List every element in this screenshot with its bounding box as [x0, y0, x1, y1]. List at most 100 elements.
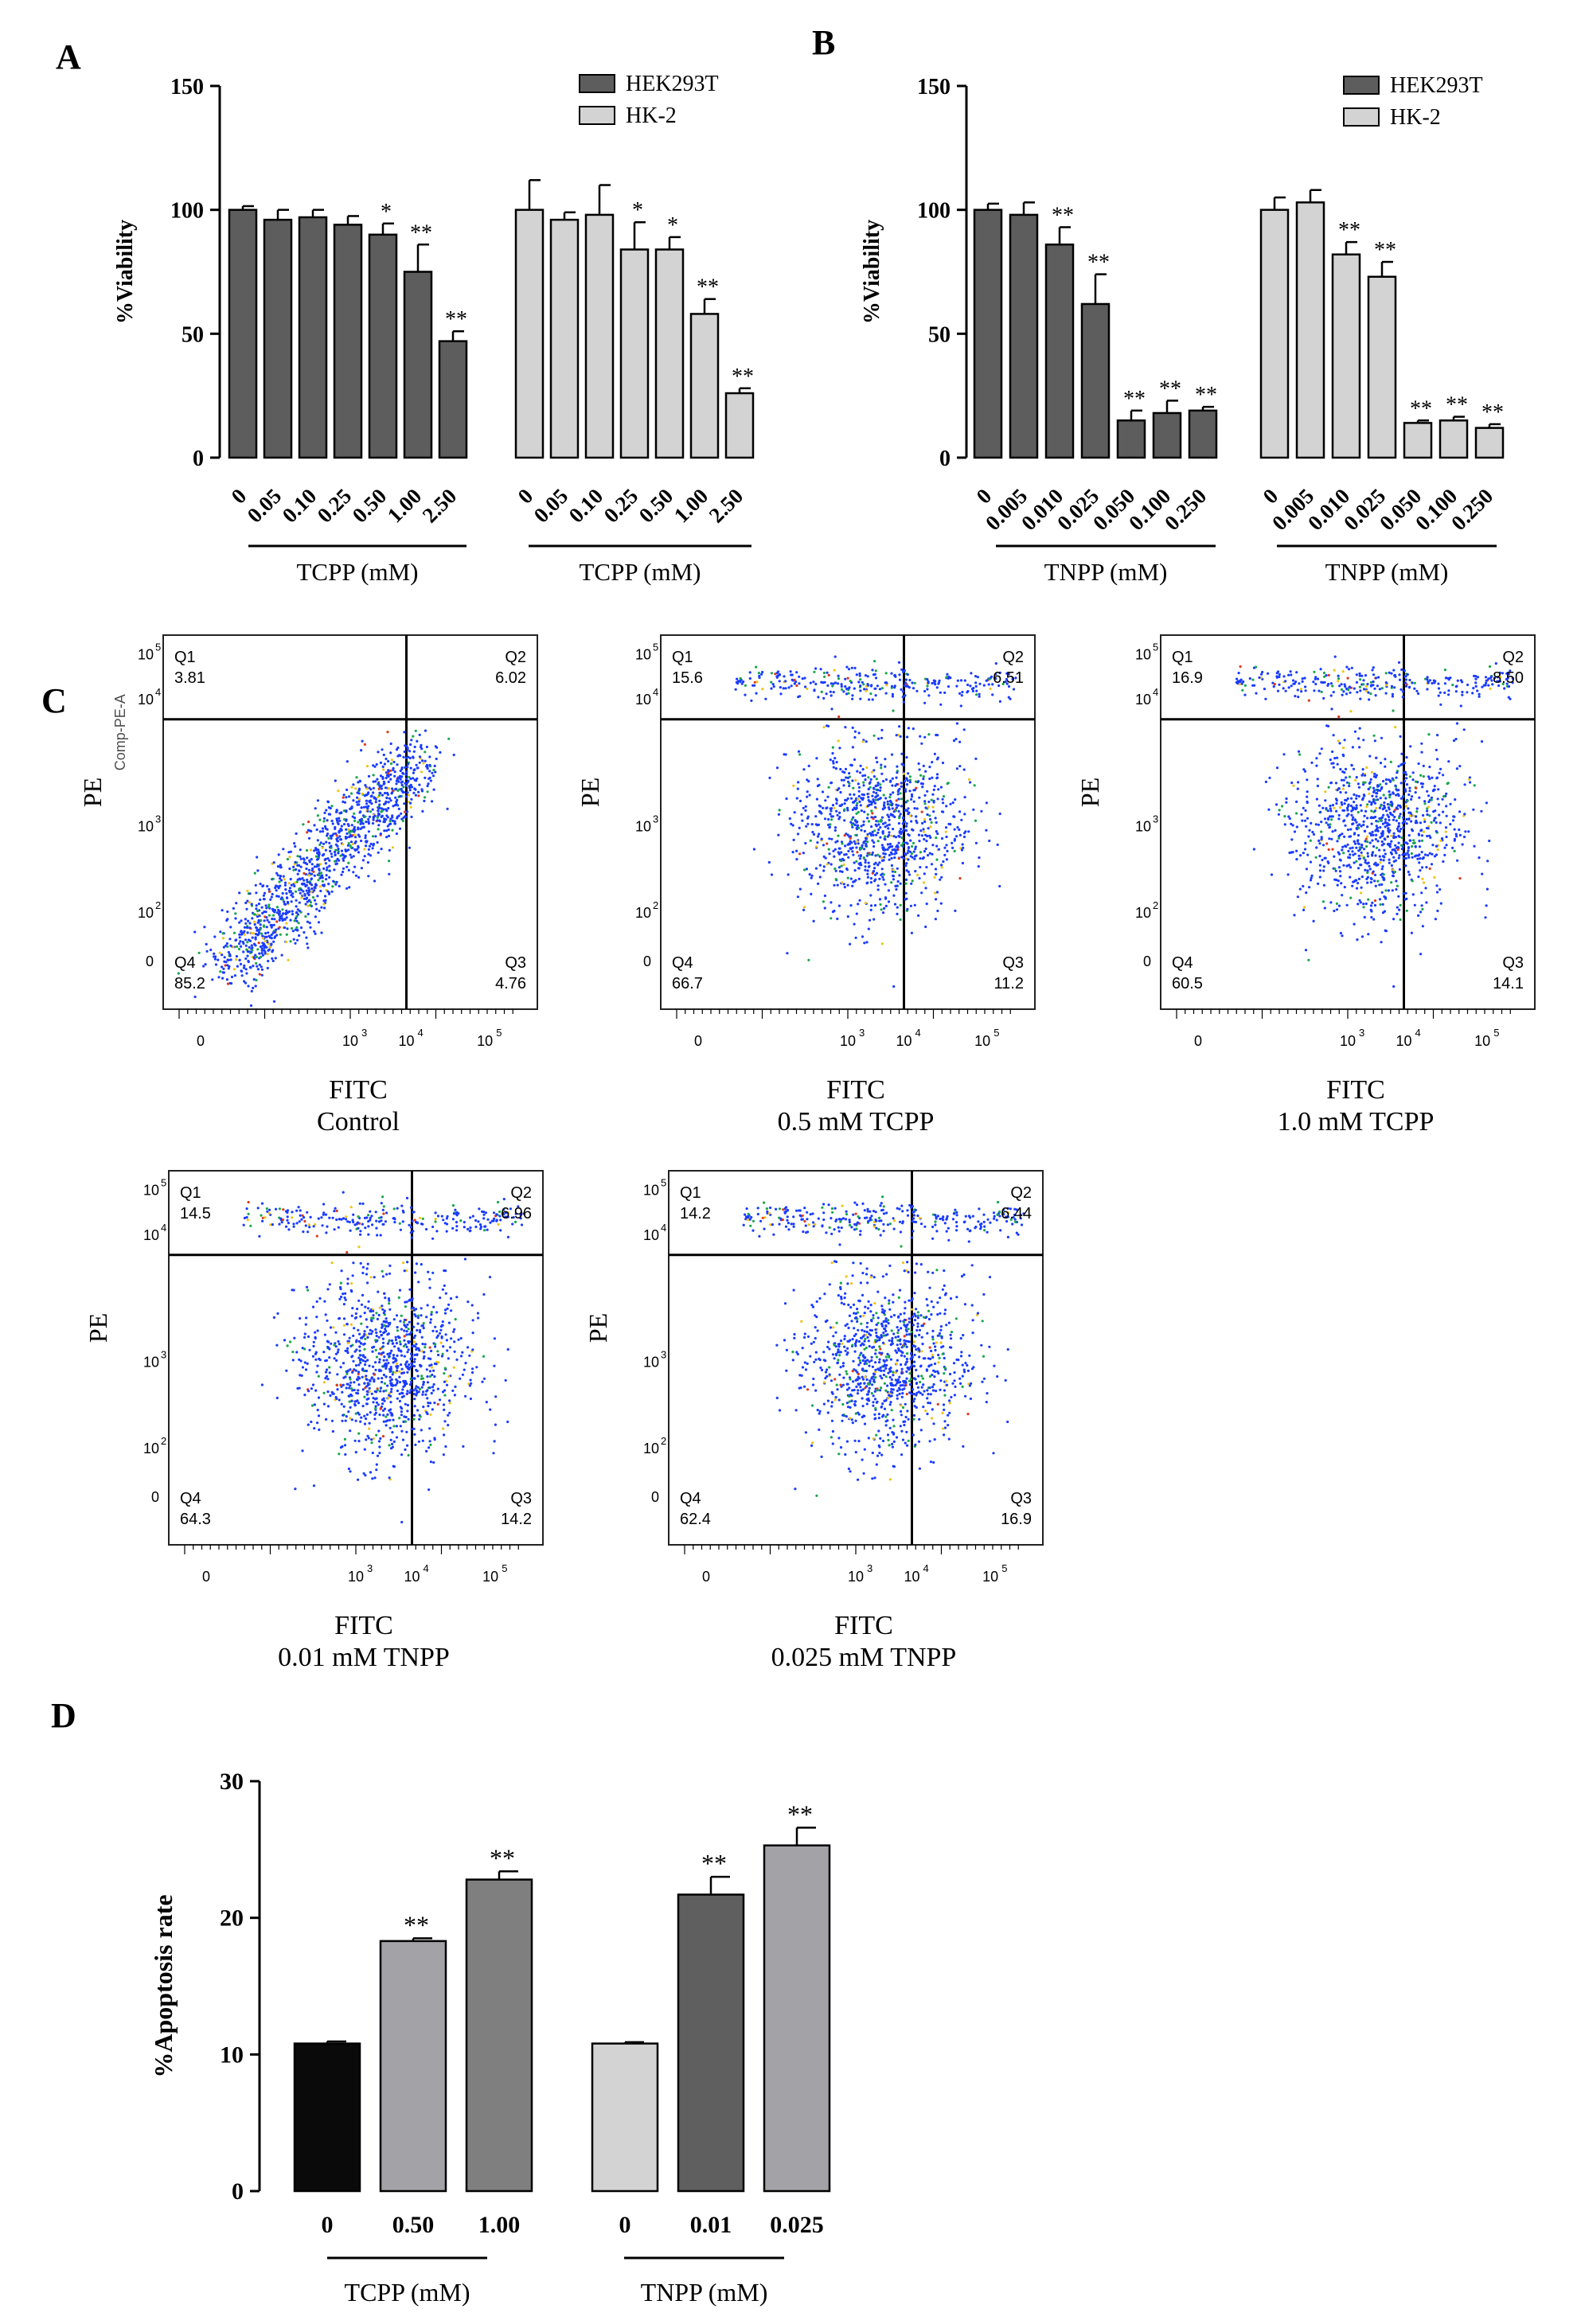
event-dot	[1291, 679, 1295, 682]
event-dot	[941, 761, 945, 765]
event-dot	[859, 847, 862, 850]
event-dot	[1342, 747, 1345, 750]
event-dot	[313, 874, 316, 877]
event-dot	[898, 787, 901, 790]
event-dot	[1454, 738, 1458, 741]
event-dot	[895, 803, 898, 806]
event-dot	[1369, 680, 1373, 684]
event-dot	[1319, 810, 1322, 814]
event-dot	[246, 899, 249, 903]
event-dot	[1375, 795, 1378, 798]
event-dot	[427, 1270, 430, 1273]
event-dot	[354, 1419, 357, 1422]
event-dot	[1309, 860, 1313, 864]
event-dot	[410, 797, 413, 801]
event-dot	[884, 797, 888, 800]
event-dot	[876, 761, 879, 764]
event-dot	[1507, 673, 1510, 676]
event-dot	[477, 1220, 480, 1223]
event-dot	[1327, 817, 1330, 821]
event-dot	[1372, 844, 1376, 848]
event-dot	[974, 757, 978, 761]
event-dot	[391, 1442, 394, 1445]
event-dot	[307, 893, 310, 897]
event-dot	[1368, 841, 1372, 844]
event-dot	[1437, 694, 1440, 697]
event-dot	[455, 1221, 459, 1224]
event-dot	[331, 1429, 334, 1433]
event-dot	[896, 906, 899, 909]
event-dot	[359, 1233, 362, 1236]
event-dot	[1395, 852, 1398, 855]
event-dot	[1462, 728, 1466, 731]
bar	[724, 392, 755, 459]
event-dot	[386, 731, 389, 734]
event-dot	[379, 761, 382, 765]
event-dot	[829, 823, 832, 826]
event-dot	[1368, 800, 1371, 803]
event-dot	[1237, 672, 1240, 675]
event-dot	[1360, 825, 1363, 828]
event-dot	[758, 674, 761, 677]
event-dot	[373, 879, 377, 883]
event-dot	[378, 803, 381, 806]
event-dot	[357, 781, 360, 784]
event-dot	[845, 852, 848, 856]
event-dot	[1407, 870, 1410, 874]
event-dot	[1398, 817, 1401, 820]
event-dot	[905, 825, 908, 828]
event-dot	[431, 1225, 435, 1229]
event-dot	[408, 1332, 411, 1336]
event-dot	[275, 1343, 279, 1347]
event-dot	[299, 857, 303, 860]
event-dot	[1388, 818, 1391, 821]
event-dot	[770, 873, 774, 876]
event-dot	[1415, 815, 1418, 818]
event-dot	[958, 740, 962, 743]
event-dot	[1433, 785, 1436, 788]
event-dot	[316, 895, 319, 898]
event-dot	[814, 867, 818, 870]
event-dot	[373, 765, 377, 768]
bar	[619, 248, 650, 459]
event-dot	[281, 908, 284, 911]
event-dot	[833, 867, 837, 871]
event-dot	[1360, 854, 1363, 857]
event-dot	[317, 852, 320, 856]
event-dot	[285, 922, 288, 925]
event-dot	[308, 860, 311, 864]
event-dot	[344, 1452, 347, 1456]
event-dot	[1345, 776, 1348, 779]
event-dot	[925, 903, 928, 906]
event-dot	[324, 827, 327, 830]
event-dot	[502, 1208, 506, 1211]
event-dot	[1423, 820, 1427, 824]
event-dot	[831, 910, 835, 914]
event-dot	[786, 952, 789, 955]
event-dot	[1302, 908, 1306, 911]
event-dot	[1304, 685, 1307, 688]
event-dot	[857, 842, 860, 845]
event-dot	[834, 869, 837, 872]
event-dot	[1428, 679, 1431, 682]
legend-swatch	[579, 106, 615, 125]
event-dot	[876, 853, 880, 856]
event-dot	[1411, 778, 1415, 782]
event-dot	[761, 670, 764, 674]
event-dot	[357, 844, 360, 848]
y-tick-label: 150	[917, 75, 951, 99]
event-dot	[1422, 764, 1425, 768]
event-dot	[373, 1276, 376, 1279]
event-dot	[303, 894, 306, 897]
event-dot	[1275, 675, 1278, 678]
event-dot	[399, 769, 402, 773]
event-dot	[1396, 804, 1400, 807]
event-dot	[384, 786, 388, 790]
event-dot	[1364, 774, 1367, 777]
event-dot	[324, 1377, 327, 1380]
event-dot	[404, 795, 408, 798]
event-dot	[408, 775, 411, 779]
event-dot	[263, 919, 266, 922]
event-dot	[1337, 836, 1341, 840]
event-dot	[418, 761, 421, 764]
